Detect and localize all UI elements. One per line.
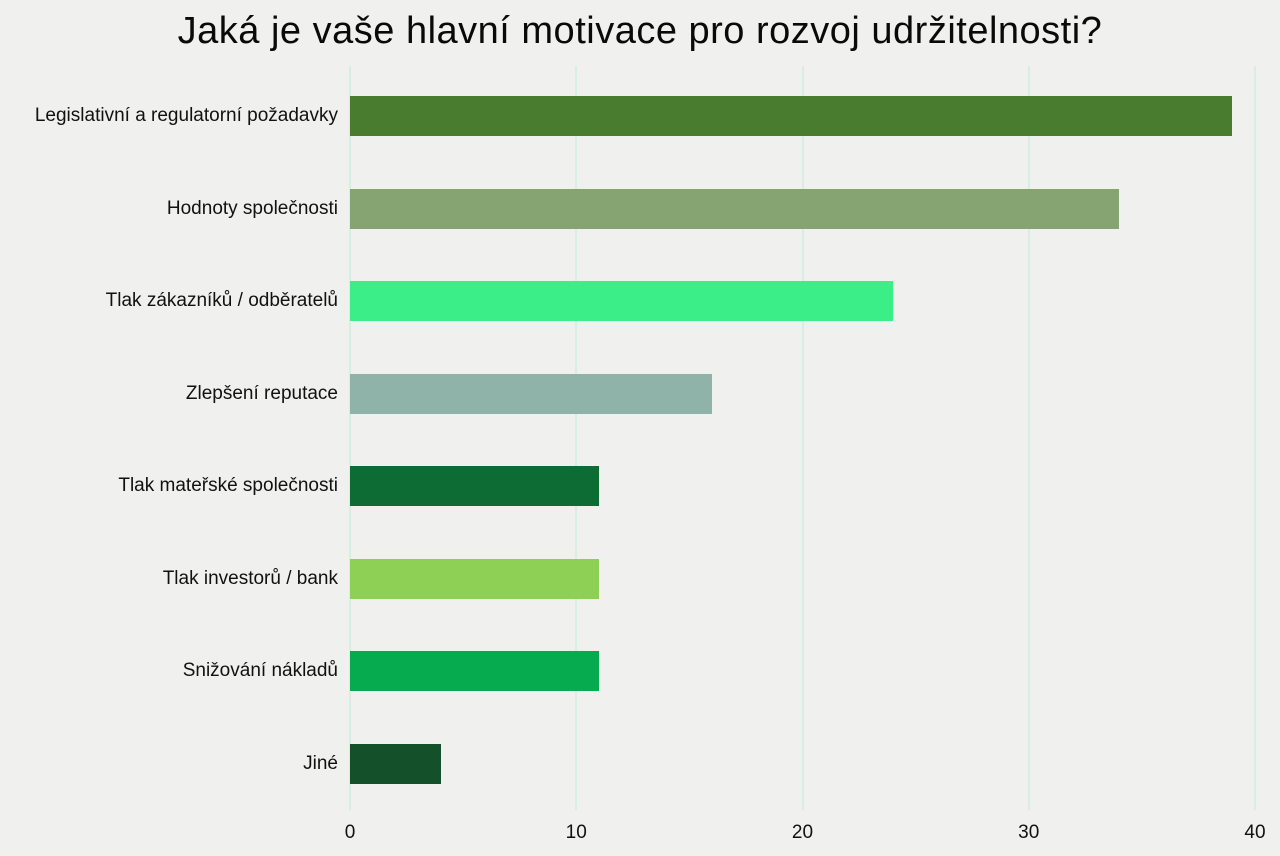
bar-row: Tlak investorů / bank bbox=[163, 533, 1255, 626]
category-label: Legislativní a regulatorní požadavky bbox=[34, 105, 338, 127]
bar bbox=[350, 96, 1233, 137]
x-tick-label: 10 bbox=[565, 822, 587, 843]
gridline-30 bbox=[1027, 66, 1030, 810]
bar bbox=[350, 373, 712, 414]
bar-row: Snižování nákladů bbox=[183, 625, 1255, 718]
x-tick-label: 0 bbox=[344, 822, 356, 843]
category-label: Snižování nákladů bbox=[182, 660, 338, 682]
category-label: Tlak zákazníků / odběratelů bbox=[105, 290, 338, 312]
chart-title: Jaká je vaše hlavní motivace pro rozvoj … bbox=[177, 10, 1103, 52]
gridline-10 bbox=[575, 66, 578, 810]
bar-row: Tlak zákazníků / odběratelů bbox=[106, 255, 1255, 348]
gridline-20 bbox=[801, 66, 804, 810]
bar bbox=[350, 651, 599, 692]
category-label: Hodnoty společnosti bbox=[166, 197, 338, 219]
bar bbox=[350, 743, 441, 784]
bar-rows: Legislativní a regulatorní požadavky Hodn… bbox=[35, 70, 1255, 811]
category-label: Jiné bbox=[303, 752, 338, 774]
gridline-0 bbox=[349, 66, 351, 810]
bar bbox=[350, 281, 893, 322]
category-label: Tlak investorů / bank bbox=[162, 567, 338, 589]
x-tick-label: 40 bbox=[1244, 822, 1266, 843]
bar bbox=[350, 558, 599, 599]
plot-area: Legislativní a regulatorní požadavky Hodn… bbox=[35, 66, 1266, 843]
bar-row: Zlepšení reputace bbox=[186, 348, 1255, 441]
bar-row: Tlak mateřské společnosti bbox=[118, 440, 1255, 533]
bar-row: Legislativní a regulatorní požadavky bbox=[35, 70, 1255, 163]
x-tick-label: 30 bbox=[1018, 822, 1040, 843]
gridline-40 bbox=[1254, 66, 1256, 810]
bar bbox=[350, 188, 1120, 229]
category-label: Zlepšení reputace bbox=[185, 382, 338, 404]
category-label: Tlak mateřské společnosti bbox=[118, 475, 338, 497]
bar bbox=[350, 466, 599, 507]
x-tick-label: 20 bbox=[791, 822, 814, 843]
bar-row: Jiné bbox=[303, 718, 1255, 811]
bar-row: Hodnoty společnosti bbox=[167, 163, 1255, 256]
